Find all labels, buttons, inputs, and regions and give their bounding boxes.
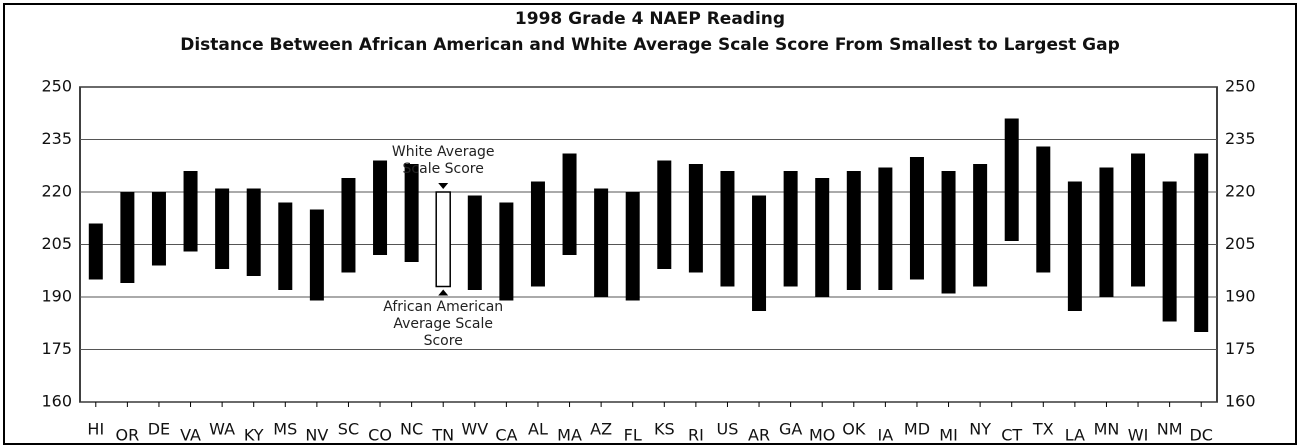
- arrow: [438, 183, 449, 189]
- y-tick-label-right: 190: [1225, 287, 1256, 306]
- range-bar: [562, 153, 577, 255]
- x-tick-label: US: [717, 420, 739, 439]
- y-tick-label: 160: [41, 392, 72, 411]
- annotation: African American Average Scale Score: [383, 298, 504, 349]
- range-bar: [973, 164, 988, 287]
- x-tick-label: KY: [244, 426, 264, 445]
- x-tick-label: CA: [495, 426, 517, 445]
- x-tick-label: LA: [1065, 426, 1085, 445]
- x-tick-label: GA: [779, 420, 802, 439]
- x-tick-label: MS: [273, 420, 297, 439]
- x-tick-label: DE: [148, 420, 170, 439]
- y-tick-label: 190: [41, 287, 72, 306]
- x-tick-label: FL: [624, 426, 642, 445]
- range-bar: [783, 171, 798, 287]
- range-bar: [309, 209, 324, 301]
- y-tick-label: 235: [41, 129, 72, 148]
- arrow: [438, 289, 449, 296]
- x-tick-label: NV: [305, 426, 328, 445]
- x-tick-label: WI: [1128, 426, 1149, 445]
- y-tick-label-right: 235: [1225, 129, 1256, 148]
- y-tick-label-right: 175: [1225, 339, 1256, 358]
- x-tick-label: AL: [528, 420, 548, 439]
- range-bar: [151, 192, 166, 266]
- chart-subtitle: Distance Between African American and Wh…: [180, 35, 1120, 55]
- range-bar: [688, 164, 703, 273]
- y-tick-label-right: 220: [1225, 182, 1256, 201]
- range-bar: [530, 181, 545, 287]
- x-tick-label: TN: [431, 426, 454, 445]
- range-bar: [941, 171, 956, 294]
- range-bar: [594, 188, 609, 297]
- range-bar: [215, 188, 230, 269]
- x-tick-label: SC: [338, 420, 359, 439]
- x-tick-label: OK: [842, 420, 866, 439]
- range-bar: [499, 202, 514, 301]
- x-tick-label: WV: [461, 420, 488, 439]
- range-bar: [183, 171, 198, 252]
- range-bar: [752, 195, 767, 311]
- range-bar: [815, 178, 830, 297]
- range-bar: [846, 171, 861, 290]
- y-tick-label: 175: [41, 339, 72, 358]
- range-bar: [404, 164, 419, 262]
- range-bar: [1067, 181, 1082, 311]
- x-tick-label: IA: [878, 426, 894, 445]
- range-bar: [246, 188, 261, 276]
- x-tick-label: MO: [809, 426, 835, 445]
- x-tick-label: HI: [87, 420, 104, 439]
- y-tick-label: 220: [41, 182, 72, 201]
- x-tick-label: AR: [748, 426, 770, 445]
- x-tick-label: AZ: [590, 420, 612, 439]
- range-bar: [909, 157, 924, 280]
- range-bar: [720, 171, 735, 287]
- range-bar: [1194, 153, 1209, 332]
- x-tick-label: NY: [969, 420, 991, 439]
- range-bar: [878, 167, 893, 290]
- range-bar: [467, 195, 482, 290]
- x-tick-label: DC: [1189, 426, 1213, 445]
- y-tick-label: 205: [41, 234, 72, 253]
- range-bar: [1099, 167, 1114, 297]
- range-bar: [120, 192, 135, 283]
- range-bar: [625, 192, 640, 301]
- x-tick-label: CO: [368, 426, 392, 445]
- x-tick-label: OR: [116, 426, 140, 445]
- y-tick-label-right: 160: [1225, 392, 1256, 411]
- range-bar: [278, 202, 293, 290]
- y-tick-label-right: 250: [1225, 77, 1256, 96]
- y-tick-label-right: 205: [1225, 234, 1256, 253]
- x-tick-label: CT: [1001, 426, 1022, 445]
- annotation: White Average Scale Score: [391, 144, 495, 177]
- y-tick-label: 250: [41, 77, 72, 96]
- x-tick-label: NC: [400, 420, 423, 439]
- x-tick-label: MA: [557, 426, 582, 445]
- x-tick-label: VA: [180, 426, 201, 445]
- range-bar: [1004, 118, 1019, 241]
- range-bar: [657, 160, 672, 269]
- range-bar: [1036, 146, 1051, 273]
- x-tick-label: MI: [939, 426, 958, 445]
- x-tick-label: NM: [1157, 420, 1183, 439]
- frame: [3, 3, 1297, 445]
- x-tick-label: RI: [688, 426, 704, 445]
- x-tick-label: MD: [904, 420, 930, 439]
- x-tick-label: MN: [1094, 420, 1120, 439]
- x-tick-label: WA: [209, 420, 235, 439]
- range-bar: [435, 191, 451, 288]
- range-bar: [1131, 153, 1146, 287]
- x-tick-label: KS: [654, 420, 675, 439]
- range-bar: [1162, 181, 1177, 322]
- range-bar: [88, 223, 103, 280]
- range-bar: [373, 160, 388, 255]
- range-bar: [341, 178, 356, 273]
- chart-title: 1998 Grade 4 NAEP Reading: [515, 9, 785, 29]
- x-tick-label: TX: [1032, 420, 1054, 439]
